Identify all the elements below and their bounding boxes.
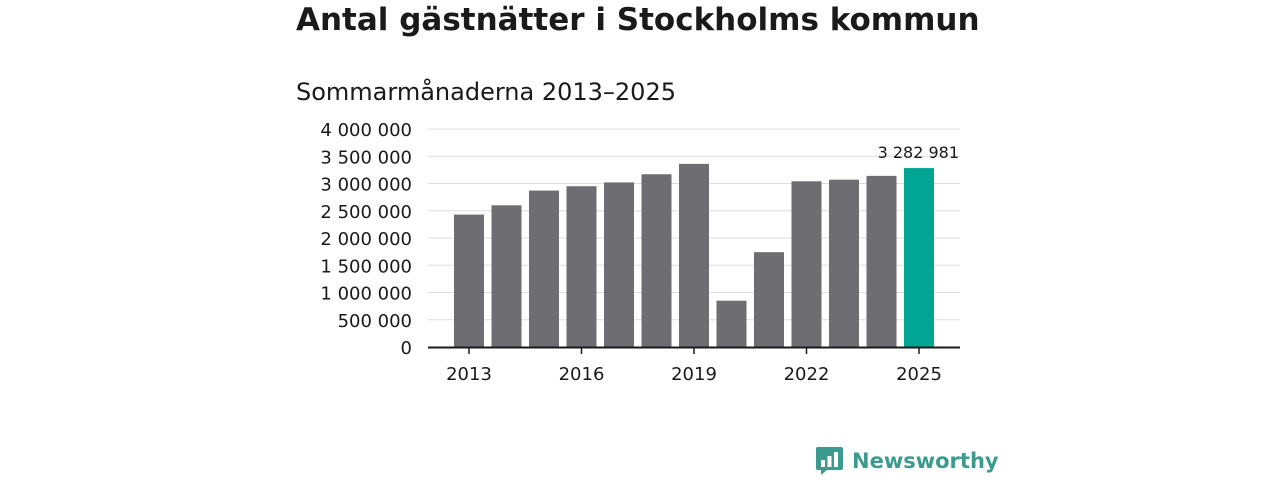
- x-tick-label: 2022: [784, 364, 830, 385]
- bar: [679, 163, 709, 347]
- bar: [454, 214, 484, 347]
- bar: [491, 205, 522, 347]
- y-tick-label: 3 000 000: [320, 175, 412, 196]
- x-tick-label: 2019: [671, 364, 717, 385]
- bar-chart-speech-bubble-icon: [816, 447, 843, 475]
- bar: [566, 186, 597, 347]
- bar: [529, 190, 559, 347]
- y-tick-label: 1 000 000: [320, 284, 412, 305]
- bar: [641, 174, 672, 347]
- y-tick-label: 2 500 000: [320, 202, 412, 223]
- bar: [754, 252, 784, 347]
- chart-title: Antal gästnätter i Stockholms kommun: [296, 2, 980, 38]
- y-tick-label: 4 000 000: [320, 120, 412, 141]
- x-tick-label: 2025: [896, 364, 942, 385]
- y-tick-label: 1 500 000: [320, 256, 412, 277]
- x-tick-label: 2016: [559, 364, 605, 385]
- bar: [904, 168, 934, 347]
- newsworthy-logo: Newsworthy: [815, 446, 999, 476]
- x-tick-label: 2013: [446, 364, 492, 385]
- bar: [604, 182, 634, 347]
- logo-text: Newsworthy: [852, 449, 999, 473]
- bar: [791, 181, 822, 347]
- y-tick-label: 500 000: [338, 311, 412, 332]
- y-tick-label: 3 500 000: [320, 147, 412, 168]
- data-label: 3 282 981: [878, 143, 959, 162]
- chart-subtitle: Sommarmånaderna 2013–2025: [296, 78, 676, 106]
- bar: [866, 175, 897, 347]
- y-tick-label: 0: [401, 338, 412, 359]
- bar: [829, 179, 859, 347]
- y-tick-label: 2 000 000: [320, 229, 412, 250]
- bar: [716, 300, 747, 347]
